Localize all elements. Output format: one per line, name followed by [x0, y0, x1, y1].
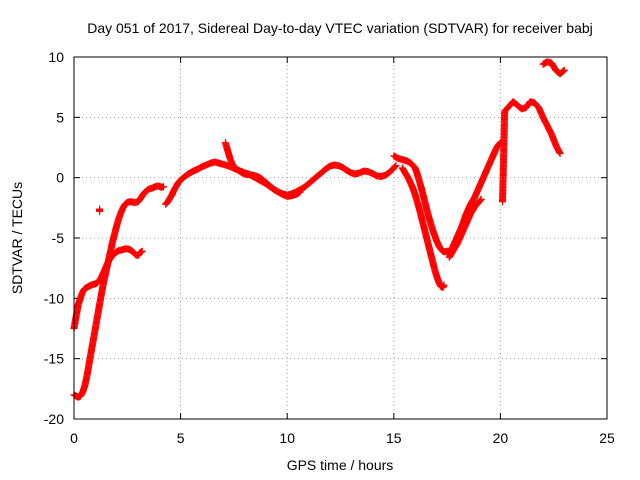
x-tick-label: 0	[70, 430, 78, 446]
chart-title: Day 051 of 2017, Sidereal Day-to-day VTE…	[87, 20, 593, 36]
y-tick-label: -20	[44, 411, 64, 427]
series-track-j	[539, 58, 568, 78]
grid	[74, 57, 607, 419]
data-point	[559, 68, 567, 76]
series-track-h	[445, 195, 485, 261]
y-tick-label: -5	[52, 230, 65, 246]
series-track-c	[96, 205, 104, 215]
data-point	[296, 188, 304, 196]
y-axis-label: SDTVAR / TECUs	[9, 182, 25, 294]
axis-ticks	[73, 56, 608, 420]
data-point	[556, 150, 564, 158]
data-point	[477, 195, 485, 203]
data-points	[70, 58, 568, 401]
data-point	[160, 183, 168, 191]
data-point	[476, 197, 484, 205]
plot-frame	[73, 56, 608, 420]
x-tick-label: 25	[599, 430, 615, 446]
data-point	[560, 67, 568, 75]
data-point	[391, 163, 399, 171]
data-point	[477, 196, 485, 204]
data-point	[560, 66, 568, 74]
x-tick-labels: 0 5 10 15 20 25	[70, 430, 615, 446]
x-tick-label: 10	[279, 430, 295, 446]
data-point	[96, 205, 104, 213]
y-tick-label: -10	[44, 290, 64, 306]
series-track-e	[221, 139, 304, 200]
x-tick-label: 5	[177, 430, 185, 446]
series-track-i	[499, 98, 564, 206]
y-tick-label: -15	[44, 351, 64, 367]
data-point	[138, 247, 146, 255]
y-tick-label: 10	[48, 49, 64, 65]
y-tick-label: 0	[56, 170, 64, 186]
data-point	[392, 162, 400, 170]
series-track-f	[390, 139, 504, 256]
x-axis-label: GPS time / hours	[287, 457, 394, 473]
series-track-g	[398, 164, 448, 291]
y-tick-labels: -20 -15 -10 -5 0 5 10	[44, 49, 64, 427]
x-tick-label: 20	[493, 430, 509, 446]
y-tick-label: 5	[56, 109, 64, 125]
series-track-d	[162, 158, 400, 208]
data-point	[440, 281, 448, 289]
x-tick-label: 15	[386, 430, 402, 446]
series-track-b	[70, 182, 168, 401]
data-point	[391, 162, 399, 170]
